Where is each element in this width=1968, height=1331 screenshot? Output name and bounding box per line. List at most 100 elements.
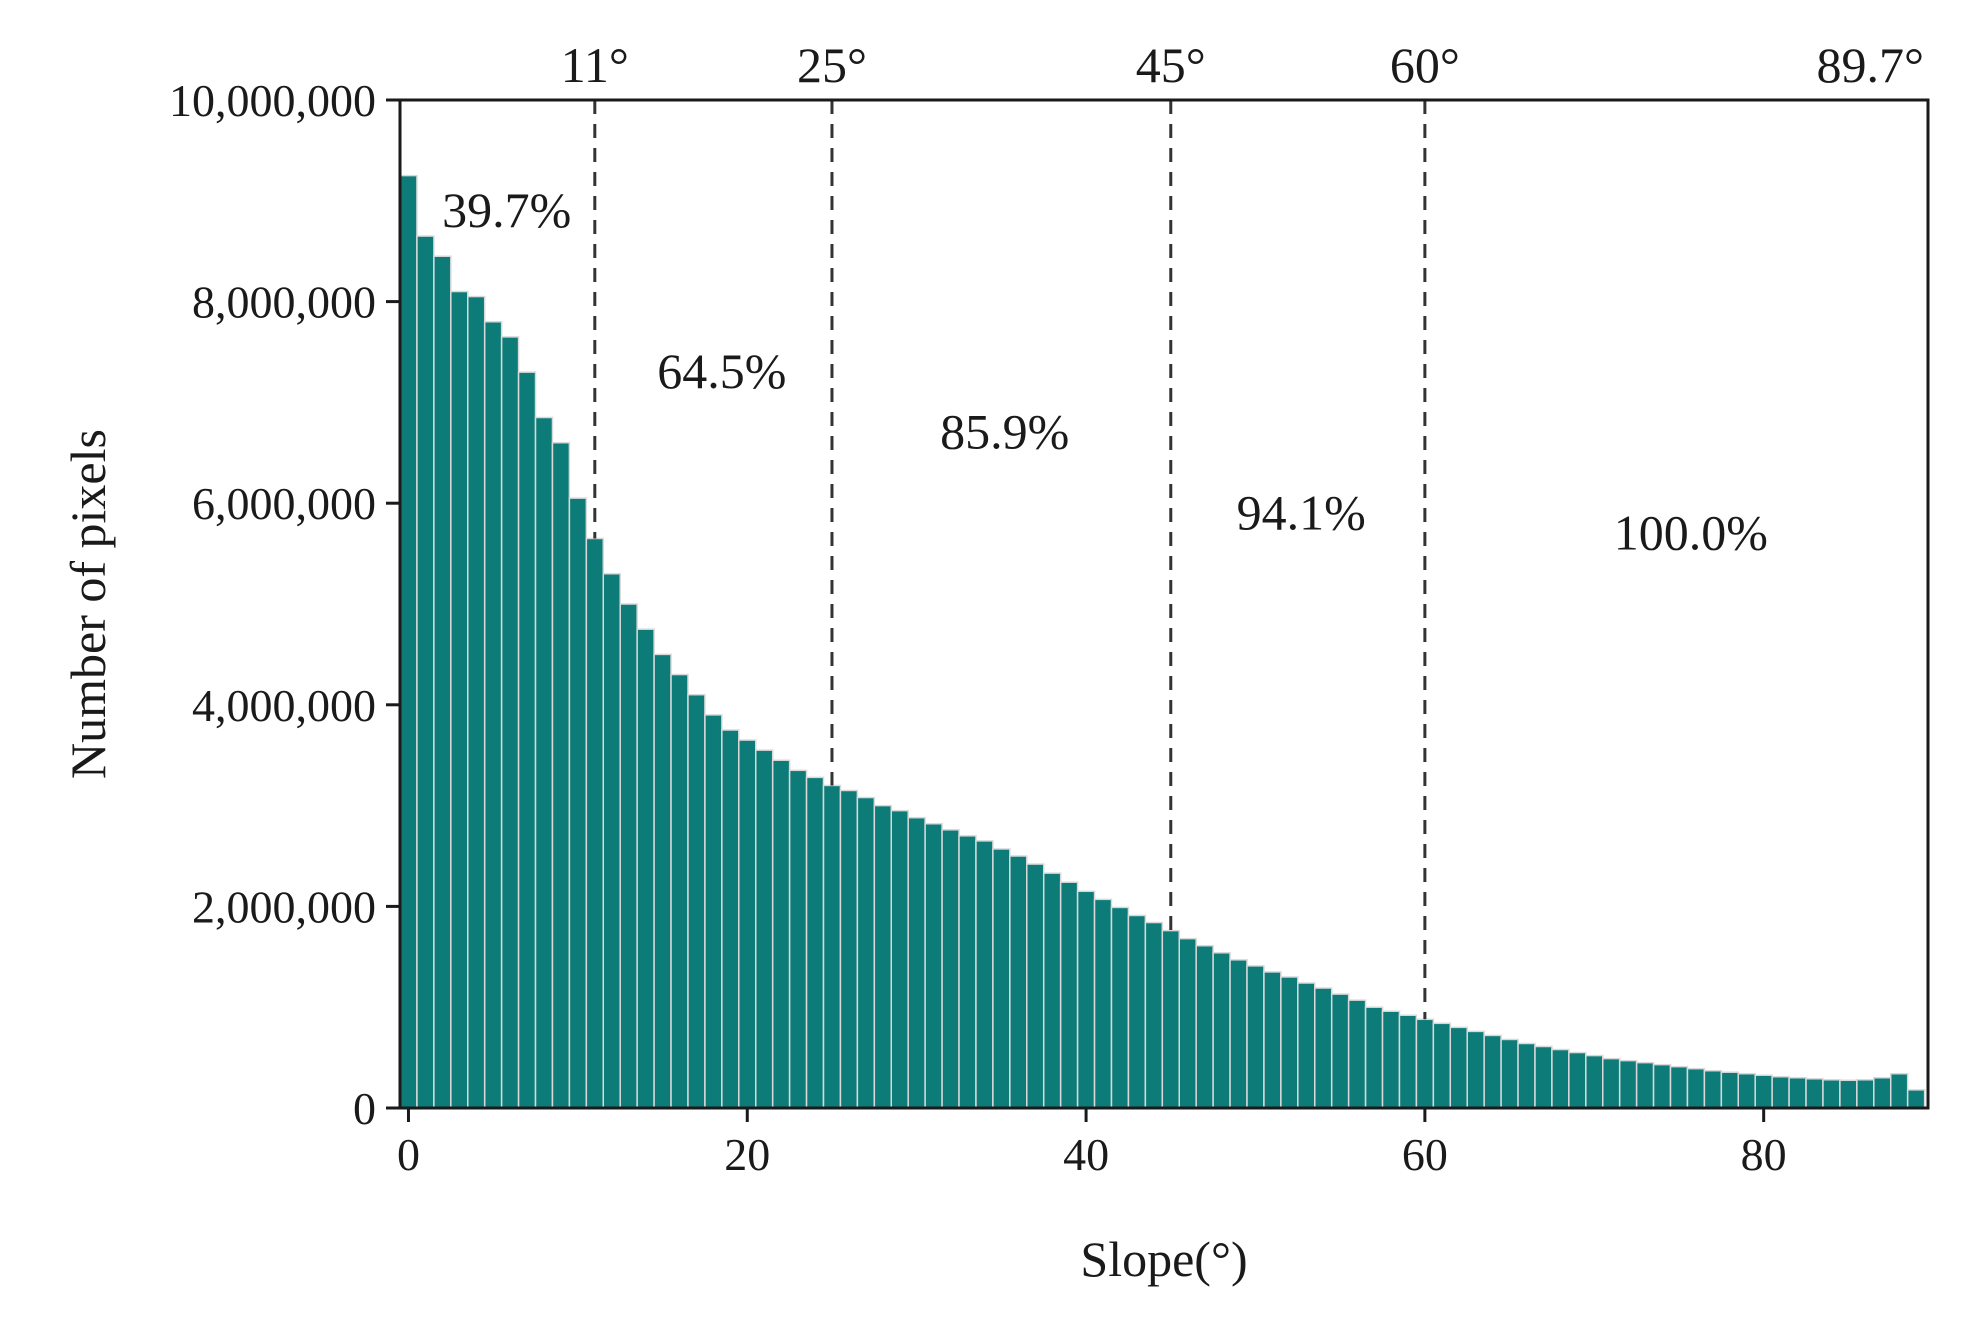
bars-layer <box>399 174 1926 1109</box>
histogram-bar <box>907 816 926 1109</box>
histogram-bar <box>1432 1022 1452 1109</box>
threshold-label: 60° <box>1390 37 1460 93</box>
histogram-bar <box>1381 1010 1401 1109</box>
x-tick-label: 20 <box>724 1129 770 1180</box>
histogram-bar <box>517 371 537 1109</box>
histogram-bar <box>1754 1074 1773 1109</box>
y-tick-label: 2,000,000 <box>192 881 376 932</box>
histogram-bar <box>1551 1048 1570 1109</box>
histogram-bar <box>1110 906 1130 1109</box>
histogram-bar <box>856 796 876 1109</box>
histogram-bar <box>585 537 605 1109</box>
histogram-bar <box>1076 890 1096 1109</box>
histogram-bar <box>602 573 621 1109</box>
histogram-bar <box>433 255 452 1109</box>
threshold-label: 89.7° <box>1817 37 1925 93</box>
histogram-bar <box>1873 1077 1892 1109</box>
histogram-bar <box>1026 863 1045 1109</box>
histogram-bar <box>975 840 994 1109</box>
x-axis: 0 20 40 60 80 <box>397 1108 1787 1180</box>
histogram-bar <box>1415 1018 1435 1109</box>
histogram-bar <box>1042 872 1062 1109</box>
histogram-bar <box>1195 944 1214 1109</box>
histogram-bar <box>1517 1042 1536 1109</box>
histogram-bar <box>1263 971 1282 1109</box>
region-percent-label: 64.5% <box>657 343 786 399</box>
histogram-bar <box>1483 1034 1502 1109</box>
histogram-bar <box>1906 1089 1926 1109</box>
y-tick-label: 8,000,000 <box>192 277 376 328</box>
histogram-bar <box>1839 1079 1858 1109</box>
histogram-bar <box>1280 976 1299 1109</box>
y-axis: 0 2,000,000 4,000,000 6,000,000 8,000,000 10,… <box>169 75 400 1134</box>
region-annotations: 39.7% 64.5% 85.9% 94.1% 100.0% <box>442 182 1768 561</box>
histogram-bar <box>568 497 588 1109</box>
region-percent-label: 85.9% <box>940 404 1069 460</box>
histogram-bar <box>1178 937 1197 1109</box>
x-tick-label: 80 <box>1741 1129 1787 1180</box>
histogram-bar <box>822 784 842 1109</box>
histogram-bar <box>771 759 791 1109</box>
histogram-bar <box>1822 1079 1841 1109</box>
x-tick-label: 40 <box>1063 1129 1109 1180</box>
histogram-bar <box>1314 987 1333 1109</box>
histogram-bar <box>1737 1072 1756 1109</box>
histogram-bar <box>1144 921 1164 1109</box>
histogram-bar <box>839 789 859 1109</box>
histogram-bar <box>1669 1065 1689 1109</box>
histogram-bar <box>788 769 808 1109</box>
histogram-bar <box>958 835 977 1109</box>
histogram-bar <box>653 653 672 1109</box>
histogram-bar <box>1229 959 1248 1109</box>
histogram-bar <box>1788 1077 1807 1109</box>
histogram-bar <box>1212 952 1231 1109</box>
region-percent-label: 39.7% <box>442 182 571 238</box>
x-axis-title: Slope(°) <box>1080 1231 1247 1287</box>
histogram-bar <box>1601 1057 1621 1109</box>
histogram-bar <box>551 441 571 1109</box>
histogram-bar <box>1093 898 1113 1109</box>
threshold-label: 45° <box>1136 37 1206 93</box>
histogram-bar <box>1703 1069 1723 1109</box>
y-tick-label: 10,000,000 <box>169 75 376 126</box>
y-tick-label: 0 <box>353 1083 376 1134</box>
histogram-bar <box>1330 993 1350 1109</box>
histogram-bar <box>1059 881 1079 1109</box>
histogram-bar <box>1449 1026 1468 1109</box>
histogram-bar <box>1161 929 1180 1109</box>
histogram-bar <box>1568 1051 1587 1109</box>
histogram-bar <box>890 809 909 1109</box>
histogram-bar <box>399 174 418 1109</box>
histogram-bar <box>534 416 554 1109</box>
histogram-bar <box>687 693 706 1109</box>
region-percent-label: 94.1% <box>1237 484 1366 540</box>
histogram-bar <box>619 603 638 1109</box>
histogram-bar <box>1618 1059 1638 1109</box>
histogram-bar <box>1500 1038 1519 1109</box>
y-tick-label: 4,000,000 <box>192 680 376 731</box>
threshold-lines: 11° 25° 45° 60° 89.7° <box>561 37 1925 1020</box>
histogram-bar <box>1889 1072 1909 1109</box>
histogram-bar <box>1585 1054 1604 1109</box>
histogram-bar <box>450 290 469 1109</box>
histogram-bar <box>416 235 435 1109</box>
histogram-bar <box>1466 1030 1485 1109</box>
histogram-bar <box>1297 982 1316 1109</box>
histogram-bar <box>1805 1078 1824 1109</box>
histogram-bar <box>754 749 774 1109</box>
histogram-bar <box>1347 999 1367 1109</box>
histogram-bar <box>941 829 960 1109</box>
region-percent-label: 100.0% <box>1614 504 1768 560</box>
histogram-bar <box>1686 1067 1706 1109</box>
histogram-bar <box>1635 1061 1655 1109</box>
histogram-bar <box>704 714 723 1109</box>
histogram-bar <box>924 822 943 1109</box>
x-tick-label: 60 <box>1402 1129 1448 1180</box>
histogram-bar <box>1771 1076 1790 1109</box>
histogram-bar <box>500 336 520 1109</box>
histogram-bar <box>1364 1006 1384 1109</box>
y-axis-title: Number of pixels <box>60 429 116 779</box>
histogram-bar <box>1127 914 1147 1109</box>
